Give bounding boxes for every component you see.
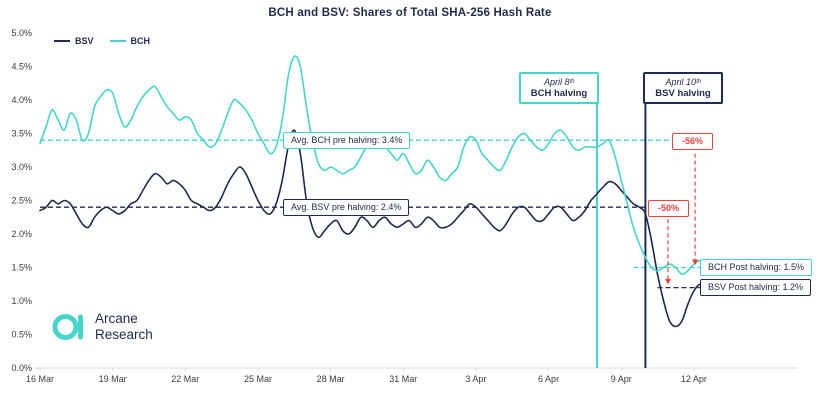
y-tick-label: 4.0% — [11, 95, 32, 105]
y-tick-label: 0.0% — [11, 363, 32, 373]
x-tick-label: 22 Mar — [171, 374, 199, 384]
bch-halving-date: April 8ᵗʰ — [543, 77, 575, 87]
y-tick-label: 3.5% — [11, 129, 32, 139]
bsv-halving-callout: April 10ᵗʰ BSV halving — [643, 72, 723, 104]
arcane-logo-text: Arcane Research — [95, 311, 153, 343]
bch-halving-callout: April 8ᵗʰ BCH halving — [519, 72, 599, 104]
bsv-line-swatch — [54, 40, 70, 42]
x-tick-label: 6 Apr — [538, 374, 559, 384]
bch-series-line — [39, 55, 775, 276]
y-tick-label: 3.0% — [11, 162, 32, 172]
bch-post-halving-label: BCH Post halving: 1.5% — [700, 259, 813, 276]
y-tick-label: 1.0% — [11, 296, 32, 306]
x-tick-label: 3 Apr — [465, 374, 486, 384]
y-tick-label: 4.5% — [11, 62, 32, 72]
bch-drop-arrow-head — [692, 259, 699, 265]
legend-item-bsv[interactable]: BSV — [54, 36, 94, 46]
x-tick-label: 12 Apr — [681, 374, 707, 384]
y-tick-label: 1.5% — [11, 263, 32, 273]
bsv-drop-arrow-head — [664, 278, 671, 285]
x-tick-label: 31 Mar — [389, 374, 417, 384]
legend: BSV BCH — [54, 36, 150, 46]
arcane-research-logo: Arcane Research — [52, 310, 153, 344]
y-tick-label: 0.5% — [11, 330, 32, 340]
bch-drop-percentage-label: -56% — [672, 133, 714, 150]
arcane-logo-line1: Arcane — [95, 311, 138, 326]
bsv-post-halving-label: BSV Post halving: 1.2% — [700, 279, 812, 296]
x-tick-label: 16 Mar — [26, 374, 54, 384]
y-tick-label: 2.0% — [11, 229, 32, 239]
y-tick-label: 5.0% — [11, 28, 32, 38]
avg-bch-pre-halving-label: Avg. BCH pre halving: 3.4% — [283, 132, 411, 149]
x-tick-label: 28 Mar — [317, 374, 345, 384]
legend-label-bsv: BSV — [75, 36, 94, 46]
chart-title: BCH and BSV: Shares of Total SHA-256 Has… — [268, 7, 552, 19]
legend-item-bch[interactable]: BCH — [109, 36, 151, 46]
x-tick-label: 19 Mar — [99, 374, 127, 384]
bsv-halving-label: BSV halving — [655, 88, 711, 99]
arcane-logo-line2: Research — [95, 327, 153, 342]
y-tick-label: 2.5% — [11, 196, 32, 206]
bch-line-swatch — [109, 40, 126, 42]
bch-halving-label: BCH halving — [530, 88, 588, 99]
bsv-drop-percentage-label: -50% — [648, 200, 690, 217]
legend-label-bch: BCH — [130, 36, 151, 46]
x-tick-label: 9 Apr — [611, 374, 632, 384]
arcane-logo-mark — [52, 314, 83, 340]
bsv-halving-date: April 10ᵗʰ — [665, 77, 701, 87]
x-tick-label: 25 Mar — [244, 374, 272, 384]
avg-bsv-pre-halving-label: Avg. BSV pre halving: 2.4% — [283, 199, 410, 216]
bsv-series-line — [39, 129, 775, 328]
